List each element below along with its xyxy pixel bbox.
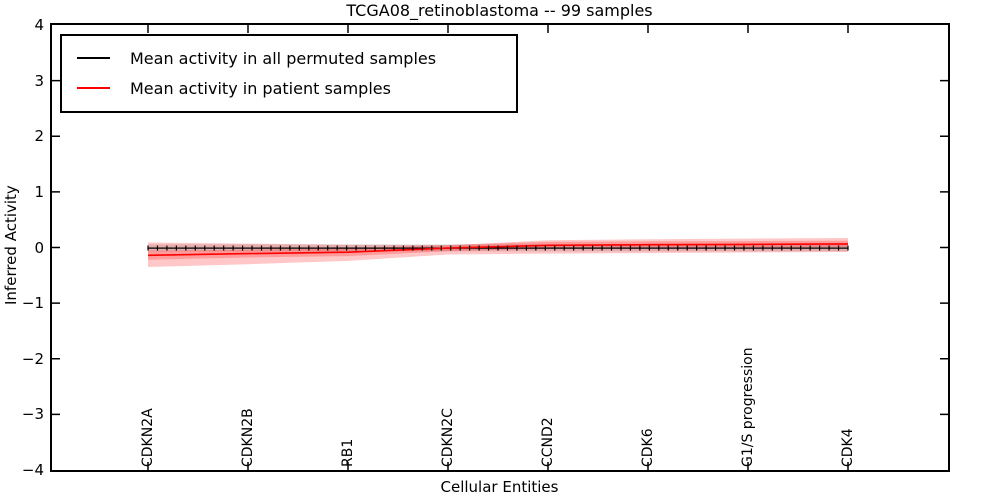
y-tick-label: 2 [34, 127, 44, 146]
y-tick-label: 3 [34, 71, 44, 90]
y-tick-label: 0 [34, 238, 44, 257]
x-axis-title: Cellular Entities [440, 478, 559, 496]
legend-label-permuted: Mean activity in all permuted samples [130, 48, 437, 68]
x-tick-label-rb1: RB1 [340, 438, 356, 467]
chart-title: TCGA08_retinoblastoma -- 99 samples [346, 1, 653, 20]
patient-band-inner [148, 240, 848, 260]
x-tick-label-cdkn2a: CDKN2A [140, 408, 156, 467]
y-tick-label: −2 [21, 349, 44, 368]
x-tick-label-cdk4: CDK4 [840, 428, 856, 467]
y-tick-label: 1 [34, 182, 44, 201]
permuted-line-sample [77, 57, 110, 59]
y-tick-label: −1 [21, 294, 44, 313]
y-tick-label: −4 [21, 461, 44, 479]
y-tick-label: −3 [21, 405, 44, 424]
legend-label-patient: Mean activity in patient samples [130, 78, 391, 98]
x-tick-label-cdk6: CDK6 [640, 428, 656, 467]
x-tick-label-cdkn2b: CDKN2B [240, 408, 256, 467]
legend-box: Mean activity in all permuted samples Me… [60, 34, 518, 113]
patient-line-sample [77, 87, 110, 89]
x-tick-label-ccnd2: CCND2 [540, 417, 556, 467]
x-tick-label-cdkn2c: CDKN2C [440, 408, 456, 467]
x-tick-label-g1-s-progression: G1/S progression [740, 347, 756, 467]
legend-entry-patient: Mean activity in patient samples [62, 73, 516, 103]
legend-entry-permuted: Mean activity in all permuted samples [62, 43, 516, 73]
y-tick-label: 4 [34, 16, 44, 34]
plot-area: Mean activity in all permuted samples Me… [50, 23, 950, 472]
plot-canvas [52, 25, 948, 470]
